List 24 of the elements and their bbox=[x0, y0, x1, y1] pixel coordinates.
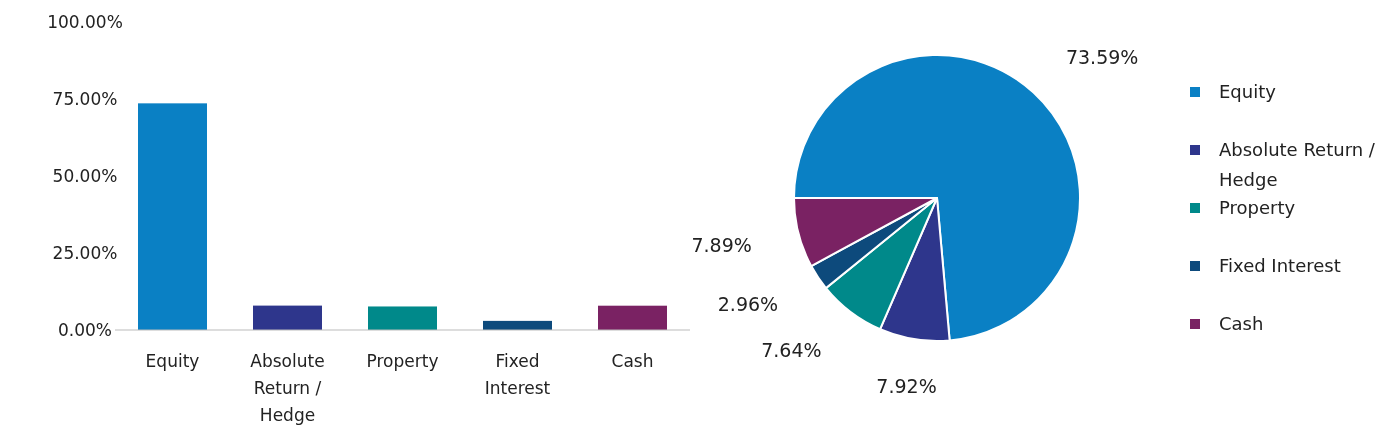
x-tick-label: Fixed Interest bbox=[484, 351, 551, 398]
legend-label: Cash bbox=[1219, 313, 1264, 334]
y-tick-label: 75.00% bbox=[52, 88, 118, 109]
data-label: 73.59% bbox=[1065, 45, 1139, 68]
bar bbox=[598, 305, 667, 330]
bar bbox=[253, 305, 322, 330]
data-label: 7.89% bbox=[691, 233, 752, 256]
legend-label: Property bbox=[1219, 197, 1296, 218]
legend-label: Absolute Return / Hedge bbox=[1219, 139, 1376, 190]
data-label: 7.64% bbox=[761, 338, 822, 361]
bar bbox=[138, 103, 207, 330]
y-tick-label: 25.00% bbox=[52, 242, 118, 263]
y-tick-label: 50.00% bbox=[52, 165, 118, 186]
x-tick-label: Cash bbox=[611, 351, 654, 371]
legend-label: Fixed Interest bbox=[1219, 255, 1341, 276]
legend-label: Equity bbox=[1219, 81, 1277, 102]
data-label: 2.96% bbox=[717, 292, 779, 315]
x-tick-label: Property bbox=[366, 351, 439, 371]
y-tick-label: 0.00% bbox=[57, 319, 113, 340]
bar bbox=[368, 306, 437, 330]
x-tick-label: Absolute Return / Hedge bbox=[250, 351, 325, 425]
data-label: 7.92% bbox=[876, 375, 937, 398]
y-tick-label: 100.00% bbox=[47, 11, 123, 32]
x-tick-label: Equity bbox=[145, 351, 200, 371]
